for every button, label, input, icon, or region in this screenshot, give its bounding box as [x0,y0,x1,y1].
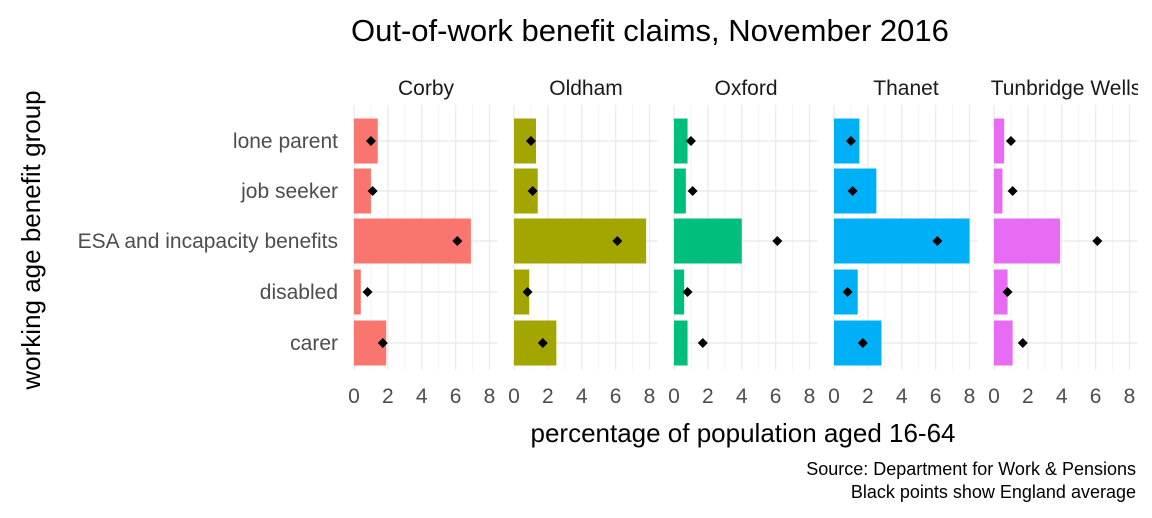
england-average-point [522,287,533,297]
bar-corby-disabled [354,269,361,315]
bar-oldham-job-seeker [514,168,538,214]
x-tick-label: 8 [484,385,496,408]
england-average-point [845,136,856,146]
bar-oldham-carer [514,320,557,366]
x-tick-label: 6 [610,385,622,408]
y-tick-label-job-seeker: job seeker [240,180,338,203]
x-tick-label: 4 [736,385,748,408]
facet-label-oldham: Oldham [549,77,623,100]
x-tick-label: 0 [508,385,520,408]
facet-label-thanet: Thanet [873,77,939,100]
x-tick-label: 8 [644,385,656,408]
facet-thanet: Thanet 0 2 4 6 8 [828,77,978,408]
x-tick-label: 4 [416,385,428,408]
x-tick-label: 2 [862,385,874,408]
x-tick-label: 6 [930,385,942,408]
x-tick-label: 6 [1090,385,1102,408]
x-tick-label: 2 [1022,385,1034,408]
england-average-point [687,186,698,196]
bar-thanet-esa-and-incapacity-benefits [834,218,970,264]
caption-note: Black points show England average [851,482,1136,502]
bar-corby-esa-and-incapacity-benefits [354,218,471,264]
england-average-point [612,236,623,246]
y-axis-title: working age benefit group [16,90,46,390]
england-average-point [537,338,548,348]
y-tick-labels: lone parent job seeker ESA and incapacity … [78,130,338,355]
chart-title: Out-of-work benefit claims, November 201… [351,13,949,48]
england-average-point [452,236,463,246]
england-average-point [857,338,868,348]
bar-oldham-disabled [514,269,530,315]
bar-thanet-carer [834,320,882,366]
y-tick-label-esa-and-incapacity-benefits: ESA and incapacity benefits [78,230,338,253]
x-tick-label: 4 [576,385,588,408]
x-tick-label: 8 [1124,385,1136,408]
y-tick-label-carer: carer [290,332,338,355]
england-average-point [1017,338,1028,348]
facet-tunbridge-wells: Tunbridge Wells 0 2 4 6 8 [988,77,1142,408]
england-average-point [697,338,708,348]
england-average-point [377,338,388,348]
england-average-point [362,287,373,297]
england-average-point [527,186,538,196]
bar-oldham-esa-and-incapacity-benefits [514,218,647,264]
england-average-point [682,287,693,297]
x-tick-label: 6 [450,385,462,408]
x-tick-label: 2 [542,385,554,408]
bar-tunbridge-wells-carer [994,320,1013,366]
x-tick-label: 4 [896,385,908,408]
england-average-point [1007,186,1018,196]
england-average-point [932,236,943,246]
x-tick-label: 0 [348,385,360,408]
facet-oldham: Oldham 0 2 4 6 8 [508,77,658,408]
england-average-point [1002,287,1013,297]
england-average-point [1092,236,1103,246]
x-tick-label: 2 [702,385,714,408]
england-average-point [525,136,536,146]
england-average-point [685,136,696,146]
bar-corby-lone-parent [354,118,378,164]
bar-oxford-disabled [674,269,685,315]
facet-label-corby: Corby [398,77,455,100]
england-average-point [847,186,858,196]
bar-oxford-lone-parent [674,118,688,164]
bar-corby-job-seeker [354,168,371,214]
bar-tunbridge-wells-lone-parent [994,118,1005,164]
x-tick-label: 0 [828,385,840,408]
facet-label-oxford: Oxford [714,77,777,100]
x-tick-label: 0 [988,385,1000,408]
y-tick-label-disabled: disabled [260,281,338,304]
england-average-point [365,136,376,146]
bar-tunbridge-wells-esa-and-incapacity-benefits [994,218,1061,264]
bar-tunbridge-wells-disabled [994,269,1008,315]
facet-oxford: Oxford 0 2 4 6 8 [668,77,818,408]
x-tick-label: 8 [964,385,976,408]
england-average-point [1005,136,1016,146]
x-tick-label: 0 [668,385,680,408]
x-tick-label: 2 [382,385,394,408]
x-tick-label: 6 [770,385,782,408]
england-average-point [842,287,853,297]
facet-corby: Corby 0 2 4 6 8 [348,77,498,408]
bar-oxford-job-seeker [674,168,686,214]
y-tick-label-lone-parent: lone parent [233,130,338,153]
facet-label-tunbridge-wells: Tunbridge Wells [991,77,1142,100]
england-average-point [367,186,378,196]
england-average-point [772,236,783,246]
x-tick-label: 4 [1056,385,1068,408]
bar-tunbridge-wells-job-seeker [994,168,1003,214]
bar-oxford-esa-and-incapacity-benefits [674,218,742,264]
caption-source: Source: Department for Work & Pensions [806,459,1136,479]
bar-oldham-lone-parent [514,118,537,164]
bar-oxford-carer [674,320,688,366]
x-tick-label: 8 [804,385,816,408]
x-axis-title: percentage of population aged 16-64 [530,418,955,448]
